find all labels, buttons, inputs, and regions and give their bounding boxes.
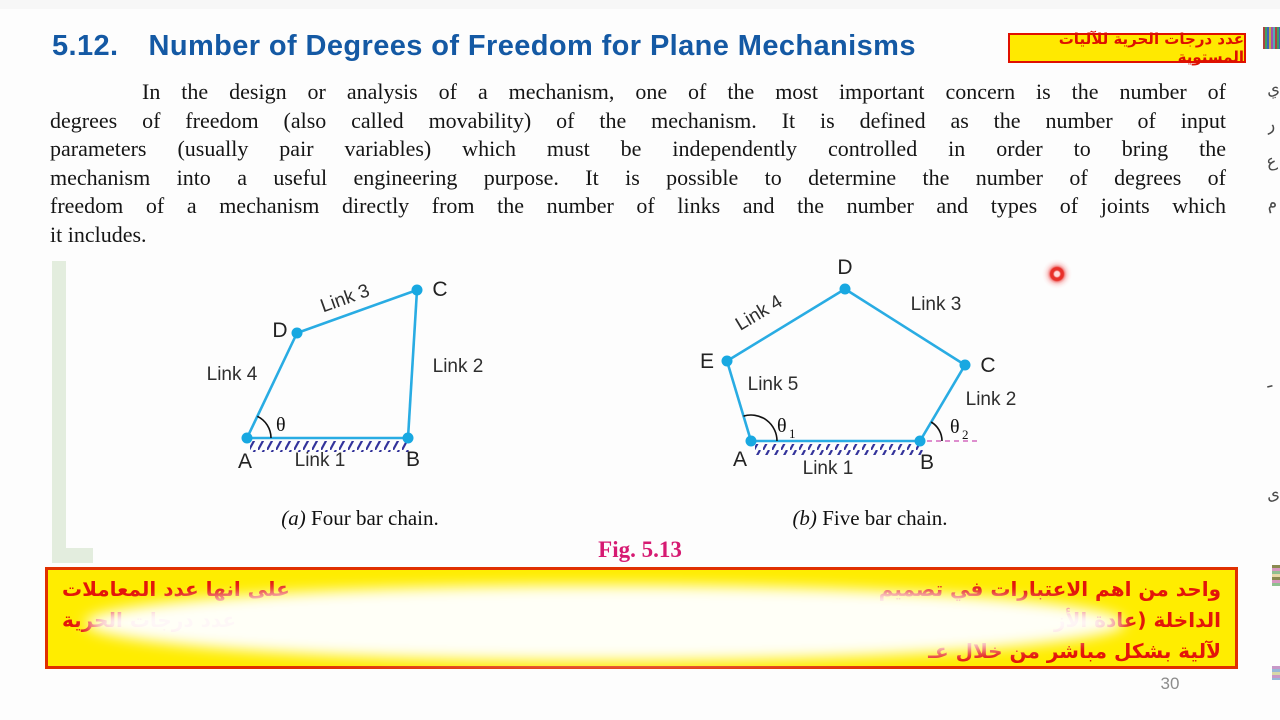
paragraph-line: In the design or analysis of a mechanism… [142, 79, 1226, 104]
whiteout-blur-blob [85, 585, 1125, 661]
paragraph-line: freedom of a mechanism directly from the… [50, 193, 1226, 219]
joint-D-label: D [272, 319, 287, 342]
joint-C-label: C [432, 278, 447, 301]
clipped-text-glyph: ى [1263, 482, 1280, 506]
theta2-angle-arc [930, 421, 943, 442]
clipped-text-glyph: م [1263, 192, 1279, 215]
page-number: 30 [1160, 674, 1180, 693]
paragraph-line: parameters (usually pair variables) whic… [50, 136, 1226, 162]
joint-B-label: B [920, 451, 934, 474]
joint-E-label: E [700, 350, 714, 373]
clipped-stripe-icon [1272, 565, 1280, 586]
paragraph-line: it includes. [50, 221, 147, 247]
page-title: Number of Degrees of Freedom for Plane M… [148, 30, 916, 62]
arabic-title-text: عدد درجات الحرية للآليات المستوية [1058, 30, 1244, 66]
top-strip [0, 0, 1280, 9]
caption-a-text: Four bar chain. [305, 506, 439, 530]
five-bar-chain-diagram: Link 1 Link 2 Link 3 Link 4 Link 5 θ 1 θ… [700, 256, 1017, 479]
link5-label: Link 5 [748, 374, 799, 395]
theta2-label: θ [950, 416, 960, 438]
ground-hatching [755, 444, 923, 455]
joint-nodes [721, 283, 971, 447]
caption-b-prefix: (b) [792, 506, 817, 530]
five-bar-caption: (b) Five bar chain. [660, 506, 1080, 531]
caption-b-text: Five bar chain. [816, 506, 948, 530]
link2-label: Link 2 [433, 356, 484, 377]
joint-B-label: B [406, 448, 420, 471]
link1-label: Link 1 [803, 458, 854, 479]
paragraph-line: mechanism into a useful engineering purp… [50, 164, 1226, 190]
joint-A-label: A [733, 448, 747, 471]
theta-label: θ [276, 414, 286, 436]
theta1-label: θ [777, 415, 787, 437]
section-number: 5.12. [52, 30, 119, 62]
green-bar-artifact [52, 261, 66, 560]
joint-C-label: C [980, 354, 995, 377]
clipped-text-glyph: ع [1263, 150, 1279, 173]
link2-label: Link 2 [966, 389, 1017, 410]
four-bar-caption: (a) Four bar chain. [150, 506, 570, 531]
link4-label: Link 4 [207, 364, 258, 385]
clipped-stripe-icon [1272, 666, 1280, 680]
body-paragraph: In the design or analysis of a mechanism… [50, 78, 1226, 250]
clipped-text-glyph: ـ [1263, 371, 1274, 393]
joint-nodes [241, 284, 423, 444]
joint-A-label: A [238, 450, 252, 473]
paragraph-line: degrees of freedom (also called movabili… [50, 107, 1226, 133]
joint-D-label: D [837, 256, 852, 279]
caption-a-prefix: (a) [281, 506, 306, 530]
ground-hatching [250, 441, 410, 452]
link3-label: Link 3 [911, 294, 962, 315]
clipped-text-glyph: ر [1263, 114, 1277, 136]
clipped-thumbnail-icon [1263, 27, 1280, 49]
green-bar-foot-artifact [52, 548, 93, 563]
link-lines [245, 288, 419, 440]
theta-angle-arc [256, 415, 272, 439]
laser-pointer-dot [1042, 259, 1072, 289]
clipped-text-glyph: ي [1263, 77, 1280, 101]
arabic-title-badge: عدد درجات الحرية للآليات المستوية [1008, 30, 1246, 66]
link1-label: Link 1 [295, 450, 346, 471]
theta2-subscript: 2 [962, 427, 969, 442]
theta1-subscript: 1 [789, 426, 796, 441]
link3-label: Link 3 [318, 280, 373, 317]
figure-number-caption: Fig. 5.13 [598, 537, 682, 562]
four-bar-chain-diagram: Link 1 Link 2 Link 3 Link 4 θ A B C D [207, 278, 484, 473]
section-heading: 5.12. Number of Degrees of Freedom for P… [52, 30, 916, 63]
theta1-angle-arc [743, 414, 778, 442]
link-lines [725, 287, 967, 443]
